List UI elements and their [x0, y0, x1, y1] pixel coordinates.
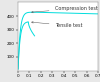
Text: Tensile test: Tensile test	[32, 21, 82, 28]
Text: Compression test: Compression test	[32, 6, 97, 13]
